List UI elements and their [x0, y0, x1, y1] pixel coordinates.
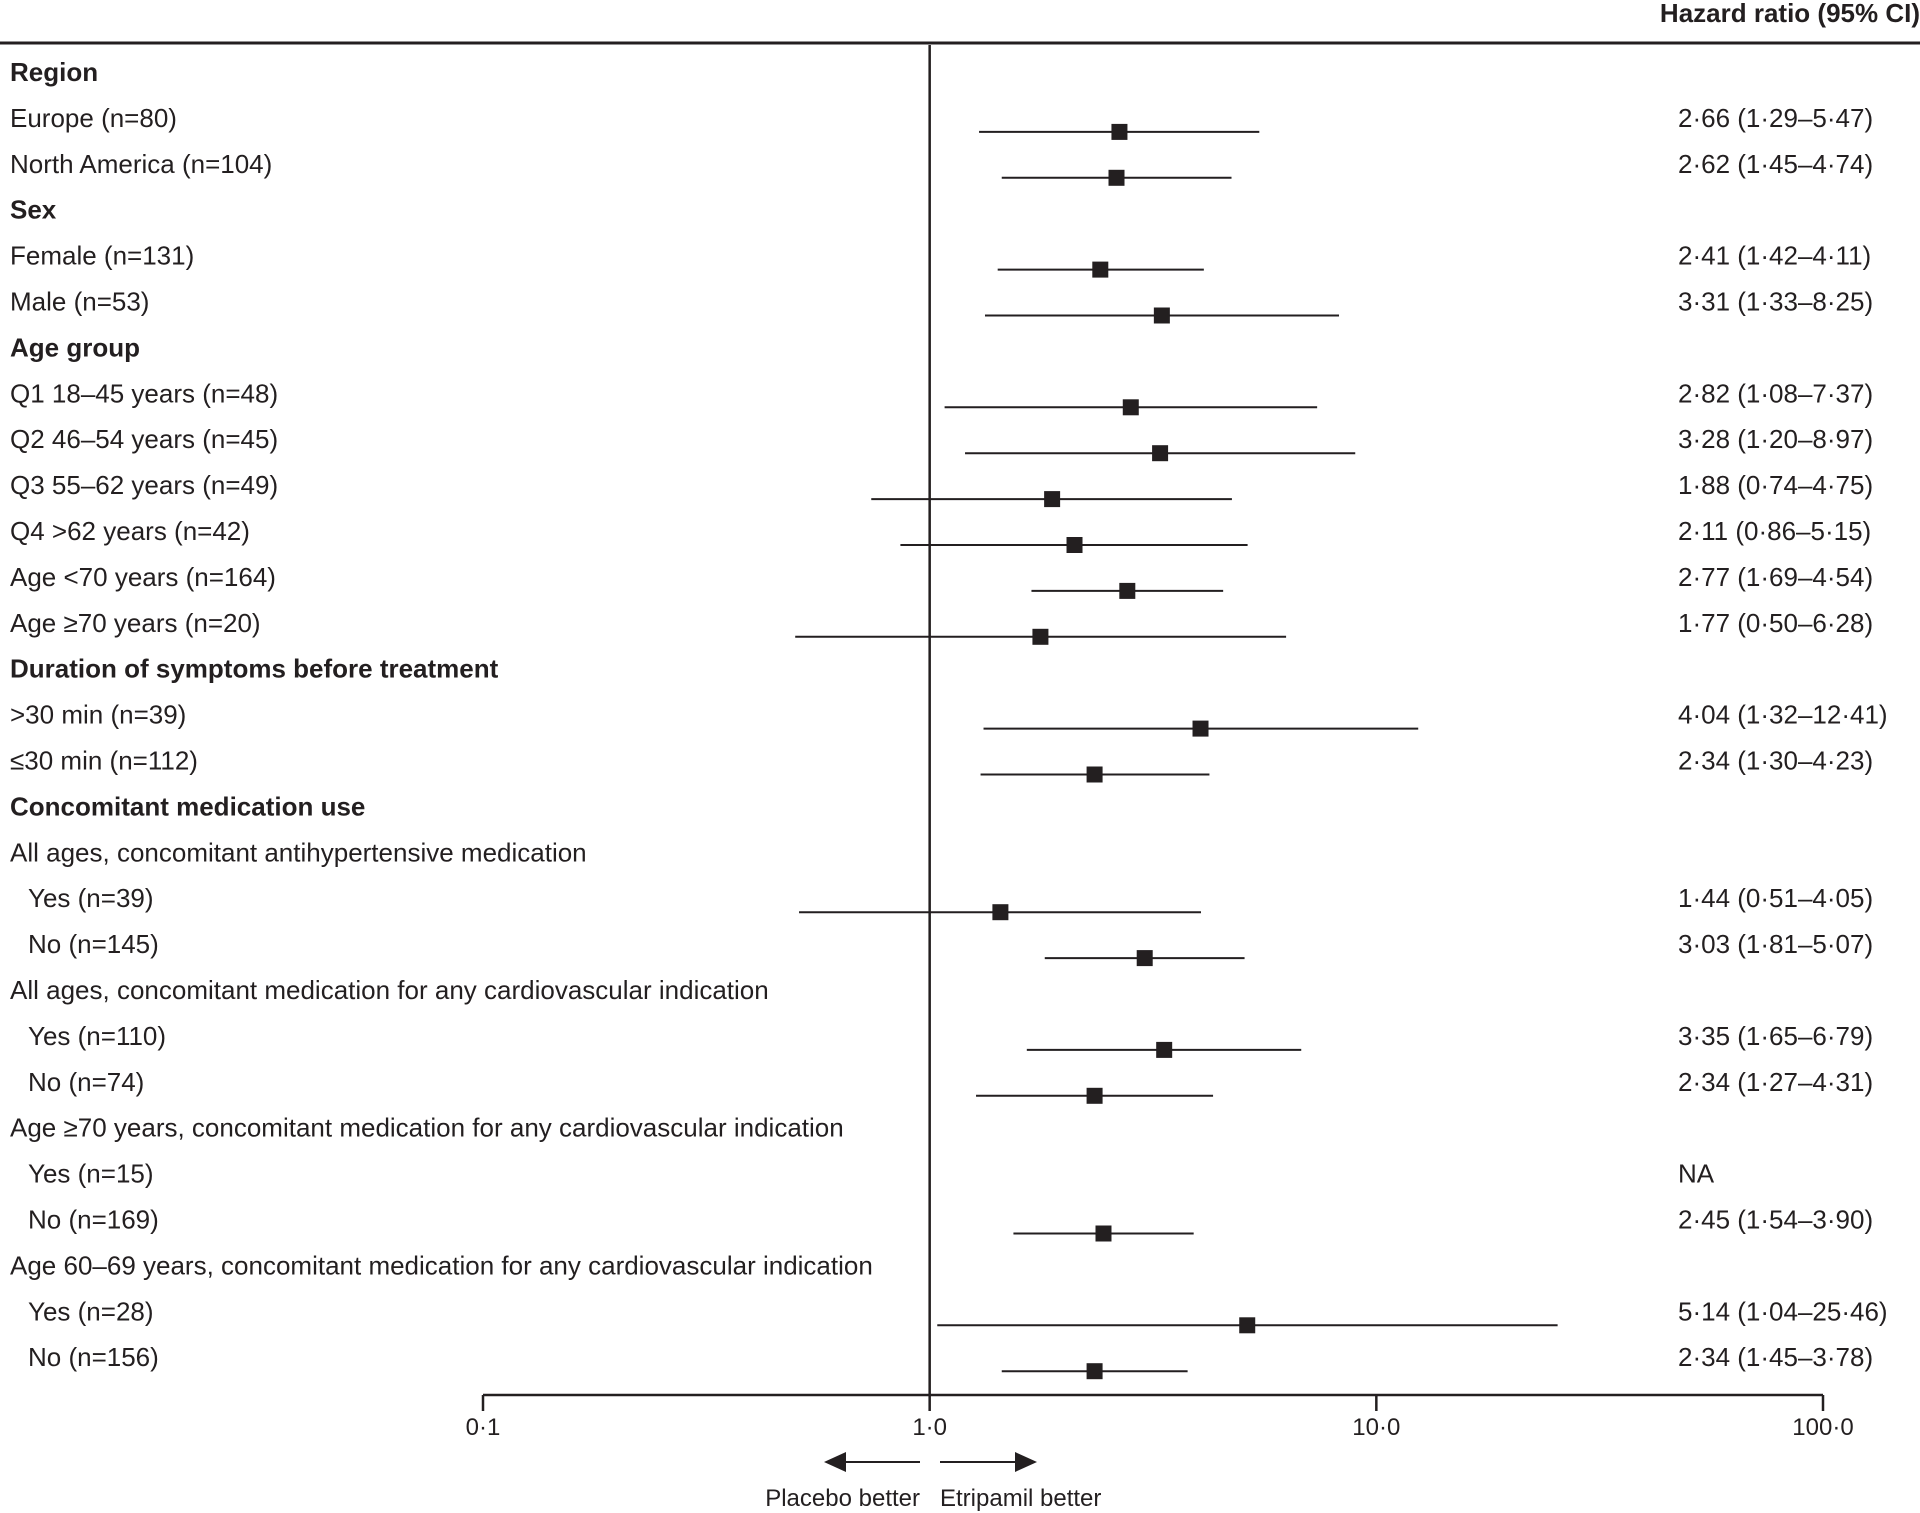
hr-value-q1-18-45-years-n-48: 2·82 (1·08–7·37): [1678, 378, 1873, 408]
hr-marker-europe-n-80: [1111, 123, 1128, 140]
row-label-europe-n-80: Europe (n=80): [10, 103, 177, 133]
etripamil-arrow-icon: [1015, 1452, 1037, 1472]
row-label-no-n-74: No (n=74): [28, 1067, 144, 1097]
hr-marker-female-n-131: [1092, 261, 1109, 278]
row-label-q1-18-45-years-n-48: Q1 18–45 years (n=48): [10, 378, 278, 408]
row-label-yes-n-15: Yes (n=15): [28, 1159, 154, 1189]
row-label-age-70-years-n-164: Age <70 years (n=164): [10, 562, 276, 592]
row-label-yes-n-110: Yes (n=110): [28, 1021, 166, 1051]
row-label-no-n-156: No (n=156): [28, 1342, 159, 1372]
x-tick-label: 100·0: [1792, 1414, 1853, 1441]
hr-value-age-70-years-n-20: 1·77 (0·50–6·28): [1678, 608, 1873, 638]
hr-marker-male-n-53: [1153, 307, 1170, 324]
row-label-no-n-169: No (n=169): [28, 1205, 159, 1235]
group-heading-region: Region: [10, 57, 98, 87]
row-label-q2-46-54-years-n-45: Q2 46–54 years (n=45): [10, 424, 278, 454]
hr-value-no-n-145: 3·03 (1·81–5·07): [1678, 929, 1873, 959]
hr-value-yes-n-28: 5·14 (1·04–25·46): [1678, 1296, 1888, 1326]
etripamil-better-label: Etripamil better: [940, 1485, 1101, 1512]
hr-value-age-70-years-n-164: 2·77 (1·69–4·54): [1678, 562, 1873, 592]
row-label-age-60-69-years-concomitant-medication-for-any-cardiovascular-indication: Age 60–69 years, concomitant medication …: [10, 1250, 873, 1280]
hr-value-q4-62-years-n-42: 2·11 (0·86–5·15): [1678, 516, 1871, 546]
hr-marker-30-min-n-112: [1086, 766, 1103, 783]
hr-marker-30-min-n-39: [1192, 720, 1209, 737]
group-heading-sex: Sex: [10, 195, 57, 225]
hr-marker-yes-n-39: [992, 904, 1009, 921]
hr-marker-q2-46-54-years-n-45: [1152, 445, 1169, 462]
hr-value-yes-n-110: 3·35 (1·65–6·79): [1678, 1021, 1873, 1051]
hr-value-30-min-n-39: 4·04 (1·32–12·41): [1678, 700, 1888, 730]
x-tick-label: 10·0: [1352, 1414, 1400, 1441]
x-tick-label: 1·0: [912, 1414, 947, 1441]
hr-value-q3-55-62-years-n-49: 1·88 (0·74–4·75): [1678, 470, 1873, 500]
hr-marker-no-n-145: [1136, 950, 1153, 967]
hazard-ratio-column-header: Hazard ratio (95% CI): [1660, 0, 1920, 28]
hr-value-no-n-156: 2·34 (1·45–3·78): [1678, 1342, 1873, 1372]
hr-marker-north-america-n-104: [1108, 169, 1125, 186]
row-label-q3-55-62-years-n-49: Q3 55–62 years (n=49): [10, 470, 278, 500]
placebo-arrow-icon: [824, 1452, 846, 1472]
row-label-30-min-n-112: ≤30 min (n=112): [10, 746, 198, 776]
row-label-female-n-131: Female (n=131): [10, 241, 194, 271]
hr-value-yes-n-39: 1·44 (0·51–4·05): [1678, 883, 1873, 913]
row-label-north-america-n-104: North America (n=104): [10, 149, 272, 179]
hr-value-no-n-74: 2·34 (1·27–4·31): [1678, 1067, 1873, 1097]
hr-value-europe-n-80: 2·66 (1·29–5·47): [1678, 103, 1873, 133]
hr-value-male-n-53: 3·31 (1·33–8·25): [1678, 287, 1873, 317]
hr-marker-q3-55-62-years-n-49: [1044, 491, 1061, 508]
row-label-all-ages-concomitant-medication-for-any-cardiovascular-indication: All ages, concomitant medication for any…: [10, 975, 769, 1005]
hr-marker-age-70-years-n-20: [1032, 628, 1049, 645]
row-label-yes-n-39: Yes (n=39): [28, 883, 154, 913]
hr-marker-no-n-169: [1095, 1225, 1112, 1242]
hr-value-north-america-n-104: 2·62 (1·45–4·74): [1678, 149, 1873, 179]
hr-value-yes-n-15: NA: [1678, 1159, 1715, 1189]
hr-marker-yes-n-110: [1156, 1041, 1173, 1058]
row-label-male-n-53: Male (n=53): [10, 287, 149, 317]
placebo-better-label: Placebo better: [765, 1485, 920, 1512]
x-tick-label: 0·1: [466, 1414, 501, 1441]
row-label-30-min-n-39: >30 min (n=39): [10, 700, 186, 730]
row-label-age-70-years-n-20: Age ≥70 years (n=20): [10, 608, 261, 638]
hr-marker-no-n-74: [1086, 1087, 1103, 1104]
hr-marker-q1-18-45-years-n-48: [1122, 399, 1139, 416]
hr-value-female-n-131: 2·41 (1·42–4·11): [1678, 241, 1871, 271]
hr-value-q2-46-54-years-n-45: 3·28 (1·20–8·97): [1678, 424, 1873, 454]
row-label-no-n-145: No (n=145): [28, 929, 159, 959]
row-label-q4-62-years-n-42: Q4 >62 years (n=42): [10, 516, 250, 546]
hr-marker-no-n-156: [1086, 1363, 1103, 1380]
row-label-all-ages-concomitant-antihypertensive-medication: All ages, concomitant antihypertensive m…: [10, 837, 587, 867]
hr-marker-yes-n-28: [1239, 1317, 1256, 1334]
group-heading-concomitant-medication-use: Concomitant medication use: [10, 791, 365, 821]
group-heading-age-group: Age group: [10, 332, 140, 362]
hr-value-30-min-n-112: 2·34 (1·30–4·23): [1678, 746, 1873, 776]
group-heading-duration-of-symptoms-before-treatment: Duration of symptoms before treatment: [10, 654, 499, 684]
hr-marker-q4-62-years-n-42: [1066, 537, 1083, 553]
row-label-yes-n-28: Yes (n=28): [28, 1296, 154, 1326]
hr-marker-age-70-years-n-164: [1119, 582, 1136, 599]
hr-value-no-n-169: 2·45 (1·54–3·90): [1678, 1205, 1873, 1235]
row-label-age-70-years-concomitant-medication-for-any-cardiovascular-indication: Age ≥70 years, concomitant medication fo…: [10, 1113, 844, 1143]
